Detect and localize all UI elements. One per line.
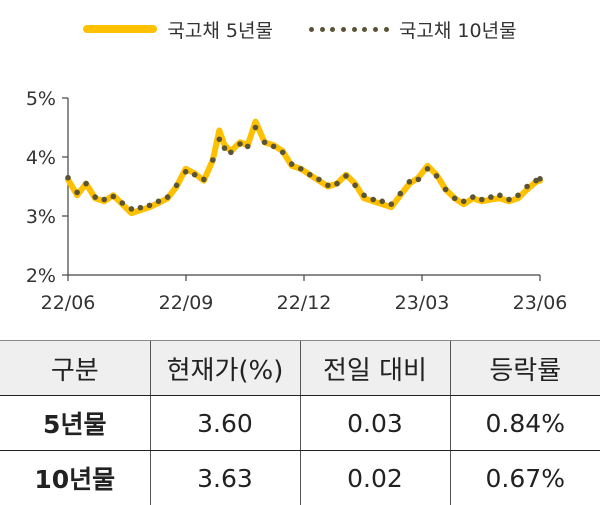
- table-header-cell: 전일 대비: [300, 341, 450, 396]
- table-row-label: 5년물: [0, 396, 150, 451]
- series-point-10y: [425, 166, 431, 172]
- series-point-10y: [237, 141, 243, 147]
- series-point-10y: [147, 203, 153, 209]
- series-point-10y: [470, 194, 476, 200]
- series-point-10y: [222, 145, 228, 151]
- series-point-10y: [389, 201, 395, 207]
- series-point-10y: [138, 205, 144, 211]
- series-point-10y: [461, 199, 467, 205]
- series-point-10y: [280, 150, 286, 156]
- table-header-cell: 현재가(%): [150, 341, 300, 396]
- series-point-10y: [334, 181, 340, 187]
- series-point-10y: [210, 157, 216, 163]
- series-point-10y: [515, 193, 521, 199]
- chart-legend: 국고채 5년물 국고채 10년물: [0, 12, 600, 46]
- series-point-10y: [83, 181, 89, 187]
- x-tick-label: 23/03: [395, 292, 450, 314]
- table-cell: 0.84%: [450, 396, 600, 451]
- series-point-10y: [201, 177, 207, 183]
- series-point-10y: [407, 179, 413, 185]
- table-header-row: 구분 현재가(%) 전일 대비 등락률: [0, 341, 600, 396]
- series-point-10y: [101, 197, 107, 203]
- series-point-10y: [488, 194, 494, 200]
- series-point-10y: [92, 194, 98, 200]
- series-point-10y: [361, 193, 367, 199]
- series-point-10y: [253, 125, 259, 131]
- series-point-10y: [120, 200, 126, 206]
- x-tick-label: 22/09: [159, 292, 214, 314]
- series-point-10y: [537, 176, 543, 182]
- series-point-10y: [452, 196, 458, 202]
- series-point-10y: [165, 194, 171, 200]
- table-row: 5년물 3.60 0.03 0.84%: [0, 396, 600, 451]
- series-point-10y: [183, 169, 189, 175]
- series-point-10y: [156, 199, 162, 205]
- x-tick-label: 22/06: [41, 292, 96, 314]
- series-point-10y: [129, 206, 135, 212]
- series-point-10y: [289, 161, 295, 167]
- series-point-10y: [343, 173, 349, 179]
- table-header-cell: 구분: [0, 341, 150, 396]
- table-row-label: 10년물: [0, 451, 150, 505]
- series-point-10y: [352, 183, 358, 189]
- table-cell: 0.67%: [450, 451, 600, 505]
- series-point-10y: [325, 183, 331, 189]
- series-point-10y: [524, 184, 530, 190]
- series-point-10y: [217, 137, 223, 143]
- series-point-10y: [192, 172, 198, 178]
- legend-item-5y: 국고채 5년물: [83, 16, 273, 43]
- series-point-10y: [262, 140, 268, 146]
- series-point-10y: [506, 197, 512, 203]
- table-row: 10년물 3.63 0.02 0.67%: [0, 451, 600, 505]
- series-point-10y: [398, 191, 404, 197]
- legend-label-5y: 국고채 5년물: [167, 16, 273, 43]
- chart-axes: [62, 98, 540, 281]
- series-point-10y: [379, 199, 385, 205]
- series-point-10y: [111, 194, 117, 200]
- series-point-10y: [298, 166, 304, 172]
- series-line-5y: [68, 122, 540, 214]
- series-point-10y: [434, 173, 440, 179]
- series-point-10y: [416, 177, 422, 183]
- chart-series: [65, 122, 543, 214]
- table-cell: 3.63: [150, 451, 300, 505]
- series-point-10y: [497, 193, 503, 199]
- series-point-10y: [271, 144, 277, 150]
- series-point-10y: [307, 172, 313, 178]
- table-cell: 0.02: [300, 451, 450, 505]
- series-point-10y: [370, 197, 376, 203]
- series-point-10y: [443, 187, 449, 193]
- y-tick-label: 2%: [26, 265, 56, 287]
- series-point-10y: [65, 175, 71, 181]
- series-point-10y: [245, 144, 251, 150]
- x-tick-label: 22/12: [277, 292, 332, 314]
- y-tick-label: 5%: [26, 88, 56, 110]
- y-tick-label: 4%: [26, 147, 56, 169]
- series-point-10y: [479, 197, 485, 203]
- y-tick-label: 3%: [26, 206, 56, 228]
- table-cell: 3.60: [150, 396, 300, 451]
- series-point-10y: [74, 190, 80, 196]
- legend-swatch-5y: [83, 25, 157, 33]
- yield-table: 구분 현재가(%) 전일 대비 등락률 5년물 3.60 0.03 0.84% …: [0, 340, 600, 505]
- legend-label-10y: 국고채 10년물: [399, 16, 517, 43]
- series-point-10y: [316, 177, 322, 183]
- legend-item-10y: 국고채 10년물: [309, 16, 517, 43]
- table-cell: 0.03: [300, 396, 450, 451]
- series-point-10y: [174, 183, 180, 189]
- legend-swatch-10y: [309, 26, 389, 32]
- table-header-cell: 등락률: [450, 341, 600, 396]
- x-tick-label: 23/06: [513, 292, 568, 314]
- series-point-10y: [228, 150, 234, 156]
- yield-line-chart: 5% 4% 3% 2% 22/06 22/09 22/12 23/03 23/06: [0, 80, 600, 330]
